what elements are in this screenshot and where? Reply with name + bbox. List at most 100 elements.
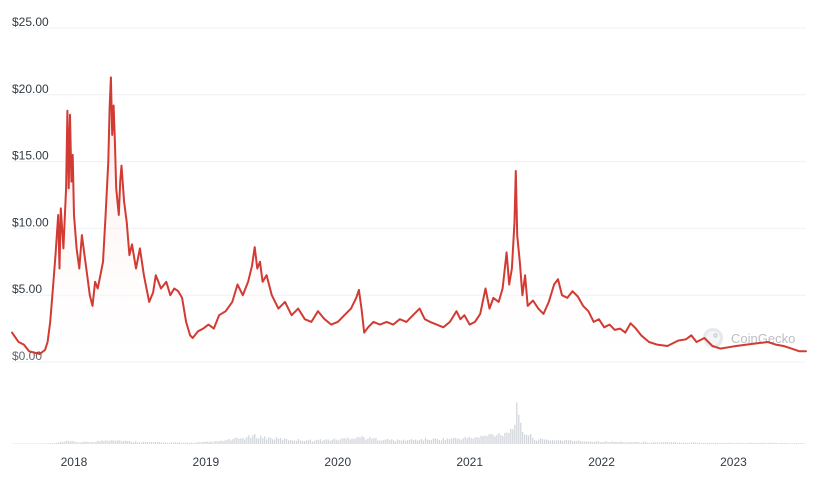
volume-bar bbox=[248, 435, 250, 444]
volume-bar bbox=[27, 443, 30, 444]
x-tick-label: 2019 bbox=[193, 455, 220, 469]
volume-bar bbox=[45, 443, 47, 444]
volume-bar bbox=[595, 441, 597, 444]
volume-bar bbox=[87, 442, 89, 444]
volume-bar bbox=[160, 442, 163, 444]
volume-bar bbox=[381, 440, 383, 444]
volume-bar bbox=[426, 439, 429, 444]
volume-bar bbox=[496, 434, 498, 444]
volume-bar bbox=[641, 442, 643, 444]
volume-bar bbox=[127, 441, 129, 444]
volume-bar bbox=[480, 435, 482, 444]
volume-bar bbox=[679, 442, 681, 444]
volume-bar bbox=[407, 440, 409, 444]
volume-bar bbox=[135, 441, 137, 444]
volume-bar bbox=[192, 443, 194, 444]
volume-bar bbox=[784, 442, 786, 444]
volume-bar bbox=[553, 440, 556, 444]
volume-bar bbox=[375, 438, 377, 444]
volume-bar bbox=[629, 442, 631, 444]
volume-bar bbox=[242, 438, 244, 444]
volume-bar bbox=[526, 434, 528, 444]
volume-bar bbox=[178, 442, 180, 444]
volume-bar bbox=[500, 435, 502, 444]
volume-bar bbox=[250, 437, 252, 444]
volume-bar bbox=[460, 439, 462, 444]
volume-bar bbox=[609, 442, 611, 444]
volume-bar bbox=[156, 442, 159, 444]
volume-bar bbox=[285, 438, 288, 444]
volume-bar bbox=[770, 442, 772, 444]
volume-bar bbox=[488, 434, 490, 444]
volume-bar bbox=[448, 439, 450, 444]
volume-bar bbox=[466, 438, 468, 444]
volume-bar bbox=[549, 440, 552, 444]
volume-bar bbox=[768, 442, 770, 444]
volume-bar bbox=[252, 435, 254, 444]
volume-bar bbox=[542, 439, 544, 444]
volume-bar bbox=[516, 402, 518, 444]
volume-bar bbox=[43, 443, 45, 444]
volume-bar bbox=[216, 441, 218, 444]
volume-bar bbox=[89, 442, 91, 444]
volume-bar bbox=[669, 442, 671, 444]
volume-bar bbox=[367, 438, 369, 444]
volume-bar bbox=[119, 440, 121, 444]
volume-bar bbox=[266, 439, 268, 444]
volume-bar bbox=[665, 442, 667, 444]
volume-bar bbox=[434, 438, 436, 444]
volume-bar bbox=[597, 441, 599, 444]
volume-bar bbox=[635, 442, 637, 444]
volume-bar bbox=[18, 443, 20, 444]
volume-bar bbox=[740, 442, 742, 444]
volume-bar bbox=[77, 442, 79, 444]
volume-bar bbox=[694, 442, 696, 444]
volume-bar bbox=[172, 442, 174, 444]
y-axis: $0.00$5.00$10.00$15.00$20.00$25.00 bbox=[12, 15, 49, 363]
volume-bar bbox=[776, 443, 778, 444]
volume-bar bbox=[762, 442, 764, 444]
volume-bar bbox=[720, 442, 722, 444]
volume-bar bbox=[730, 442, 732, 444]
price-line bbox=[11, 76, 807, 355]
volume-bar bbox=[274, 439, 276, 444]
x-axis: 2018 2019 2020 2021 2022 2023 bbox=[61, 455, 747, 469]
volume-bar bbox=[359, 437, 361, 444]
volume-bar bbox=[403, 439, 405, 444]
volume-bar bbox=[152, 442, 155, 444]
volume-bar bbox=[264, 436, 266, 444]
volume-bar bbox=[716, 442, 718, 444]
volume-bar bbox=[232, 439, 234, 444]
volume-bar bbox=[589, 441, 591, 444]
volume-bar bbox=[385, 439, 387, 444]
volume-bar bbox=[67, 440, 69, 444]
volume-bar bbox=[212, 442, 214, 444]
volume-bar bbox=[804, 443, 806, 444]
volume-bar bbox=[690, 442, 693, 444]
volume-bar bbox=[452, 438, 454, 444]
volume-bar bbox=[182, 442, 184, 444]
volume-bar bbox=[415, 439, 417, 444]
volume-bar bbox=[369, 436, 371, 444]
volume-bar bbox=[506, 432, 508, 444]
volume-bar bbox=[125, 440, 127, 444]
volume-bar bbox=[498, 432, 500, 444]
volume-bar bbox=[97, 440, 99, 444]
volume-bar bbox=[659, 442, 661, 444]
volume-bar bbox=[546, 439, 548, 444]
volume-bar bbox=[510, 428, 512, 444]
volume-bar bbox=[599, 442, 601, 444]
volume-bar bbox=[186, 442, 188, 444]
volume-bar bbox=[405, 440, 407, 444]
volume-bar bbox=[754, 443, 756, 444]
volume-bar bbox=[65, 440, 67, 444]
y-tick-label: $5.00 bbox=[12, 282, 42, 296]
volume-bar bbox=[432, 438, 434, 444]
volume-bar bbox=[657, 442, 659, 444]
volume-bar bbox=[393, 440, 395, 444]
volume-bar bbox=[168, 443, 170, 444]
volume-bar bbox=[472, 438, 474, 444]
volume-bar bbox=[123, 440, 125, 444]
volume-bar bbox=[297, 439, 299, 444]
